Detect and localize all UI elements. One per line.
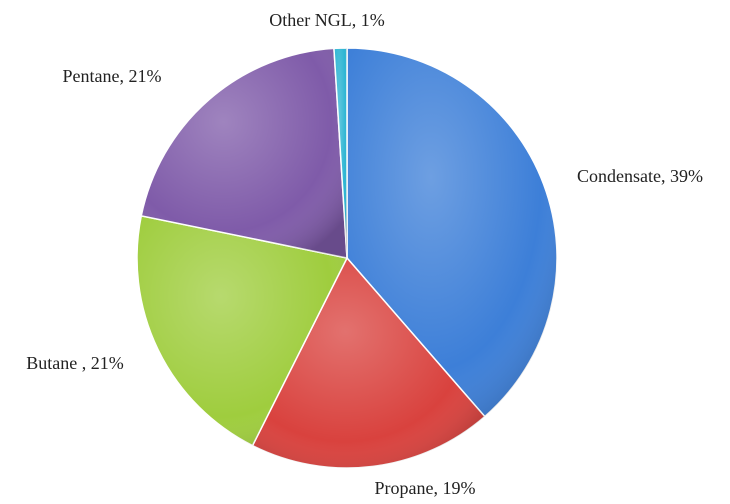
slice-shading — [141, 48, 347, 259]
slice-shading — [333, 48, 347, 258]
slice-label: Other NGL, 1% — [269, 10, 384, 30]
slice-label: Butane , 21% — [26, 353, 123, 373]
slice-label: Propane, 19% — [375, 478, 476, 498]
slice-label: Pentane, 21% — [63, 66, 162, 86]
slice-label: Condensate, 39% — [577, 166, 703, 186]
slice-shading — [347, 48, 558, 417]
slice-shading — [137, 215, 347, 446]
slice-shading — [252, 258, 485, 469]
